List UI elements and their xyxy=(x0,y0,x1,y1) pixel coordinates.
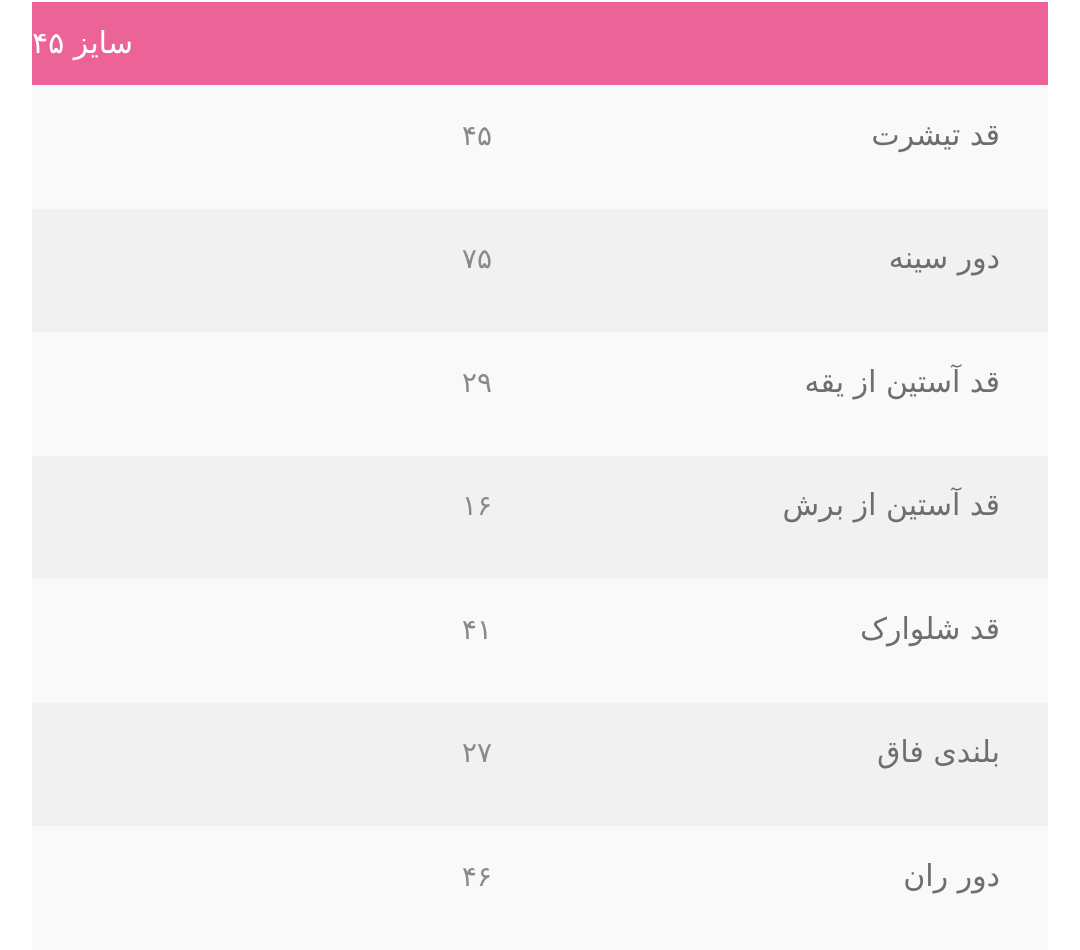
row-value: ۴۵ xyxy=(461,118,492,152)
size-table: سایز ۴۵ قد تیشرت ۴۵ دور سینه ۷۵ قد آستین ا… xyxy=(32,2,1048,950)
row-value: ۴۶ xyxy=(461,859,492,893)
table-row: دور سینه ۷۵ xyxy=(32,208,1048,332)
table-row: بلندی فاق ۲۷ xyxy=(32,702,1048,826)
row-value: ۴۱ xyxy=(461,612,492,646)
size-title: سایز ۴۵ xyxy=(32,26,133,61)
row-value: ۱۶ xyxy=(461,489,492,522)
row-value: ۷۵ xyxy=(461,242,492,275)
row-label: قد تیشرت xyxy=(871,117,1000,153)
row-label: قد شلوارک xyxy=(860,611,1000,647)
row-label: بلندی فاق xyxy=(877,735,1000,770)
table-row: قد آستین از یقه ۲۹ xyxy=(32,332,1048,456)
row-label: دور سینه xyxy=(888,241,1000,276)
row-label: دور ران xyxy=(903,858,1000,894)
row-value: ۲۹ xyxy=(461,365,492,399)
row-value: ۲۷ xyxy=(461,736,492,769)
table-row: قد آستین از برش ۱۶ xyxy=(32,455,1048,579)
size-header: سایز ۴۵ xyxy=(32,2,1048,85)
table-row: قد شلوارک ۴۱ xyxy=(32,579,1048,703)
row-label: قد آستین از یقه xyxy=(804,364,1000,400)
row-label: قد آستین از برش xyxy=(782,488,1000,523)
table-row: دور ران ۴۶ xyxy=(32,826,1048,950)
size-rows: قد تیشرت ۴۵ دور سینه ۷۵ قد آستین از یقه ۲۹ … xyxy=(32,85,1048,950)
table-row: قد تیشرت ۴۵ xyxy=(32,85,1048,209)
